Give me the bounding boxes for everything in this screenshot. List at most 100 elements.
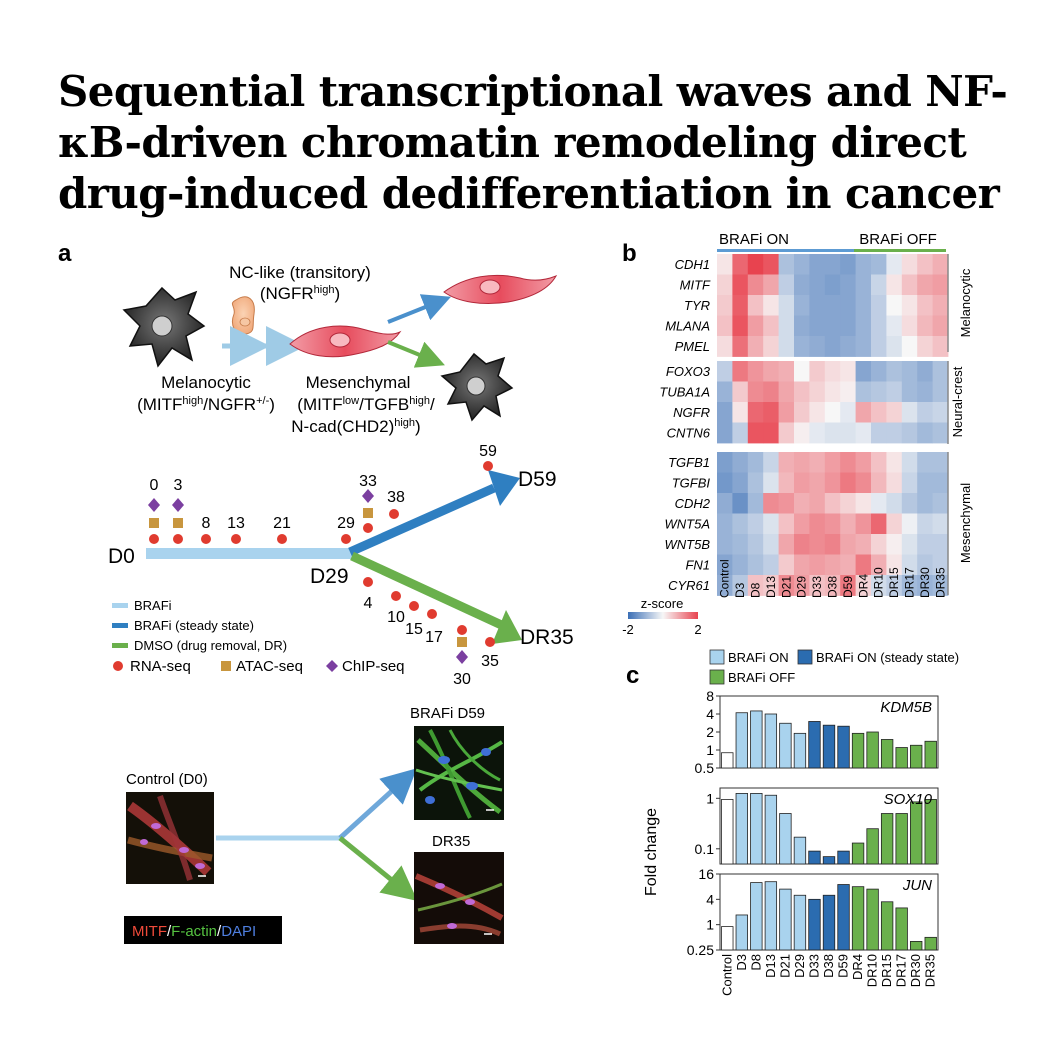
timeline-end-on-label: D59 [518, 468, 557, 491]
heatmap-cell [824, 513, 841, 535]
colorbar [628, 612, 698, 619]
heatmap-cell [886, 513, 903, 535]
day-label: 30 [453, 671, 471, 688]
legend-off: BRAFi OFF [728, 670, 795, 685]
day-label: 38 [387, 489, 405, 506]
heatmap-cell [747, 315, 764, 337]
heatmap-column-label: DR17 [903, 567, 917, 598]
day-label: 17 [425, 629, 443, 646]
heatmap-column-label: D21 [779, 576, 793, 598]
heatmap-cell [763, 254, 779, 275]
day-label: 21 [273, 515, 291, 532]
bar [910, 941, 923, 951]
heatmap-column-labels: Control D3 D8 D13 D21 D29 D33 D38 D59 DR4 DR10 DR15… [718, 559, 948, 598]
day-label: 3 [174, 477, 183, 494]
heatmap-cell [871, 295, 887, 316]
heatmap-cell [824, 493, 841, 514]
heatmap-cell [917, 274, 933, 296]
bar-x-label: DR30 [908, 954, 923, 987]
heatmap-cell [778, 381, 795, 403]
heatmap-cell [932, 513, 949, 535]
dmso-branch [350, 551, 510, 633]
bar-x-label: D3 [734, 954, 749, 971]
heatmap-cell [840, 575, 856, 596]
heatmap-cell [901, 452, 918, 473]
rna-seq-markers [149, 461, 495, 647]
y-tick-label: 16 [698, 866, 714, 882]
heatmap-cell [932, 452, 949, 473]
y-tick-label: 4 [706, 891, 714, 907]
heatmap-cell [809, 554, 826, 576]
chip-seq-markers [148, 489, 468, 664]
heatmap-cell [824, 274, 841, 296]
brafi-timeline-bar [146, 548, 352, 559]
bar [764, 794, 778, 865]
heatmap-cell [901, 274, 918, 296]
heatmap-cell [917, 452, 933, 473]
heatmap-column-label: D33 [810, 576, 824, 598]
legend-brafi-steady-swatch [112, 623, 128, 628]
heatmap-header-off: BRAFi OFF [859, 231, 937, 248]
heatmap-cell [886, 575, 903, 596]
heatmap-cell [732, 295, 749, 316]
heatmap-cell [932, 422, 949, 444]
legend-steady-swatch [797, 649, 813, 665]
heatmap-cell [778, 513, 795, 535]
heatmap-cell [763, 472, 779, 494]
heatmap-cell [732, 575, 749, 596]
timeline-end-off-label: DR35 [520, 626, 574, 649]
legend-dmso: DMSO (drug removal, DR) [134, 638, 287, 653]
heatmap-cell [717, 315, 733, 337]
nc-like-cell-icon [231, 296, 255, 335]
brafi-steady-arrowhead [488, 470, 520, 506]
bar-x-label: D29 [792, 954, 807, 978]
bar [837, 725, 850, 769]
heatmap-cell [809, 295, 826, 316]
heatmap-cell [763, 295, 779, 316]
bar [851, 732, 865, 769]
heatmap-figure: BRAFi ON BRAFi OFF CDH1 MITF TYR MLANA PMEL F… [622, 231, 973, 637]
bar-x-label: DR35 [923, 954, 938, 987]
heatmap-cell [855, 315, 872, 337]
heatmap-row-label: TGFBI [672, 475, 711, 490]
heatmap-cell [840, 554, 856, 576]
heatmap-column-label: DR10 [872, 567, 886, 598]
image-off-arrow [338, 836, 418, 902]
panel-a-label: a [58, 240, 72, 267]
heatmap-cell [763, 575, 779, 596]
heatmap-cell [901, 575, 918, 596]
control-micrograph [126, 792, 214, 884]
heatmap-cell [824, 315, 841, 337]
heatmap-cell [763, 452, 779, 473]
legend-on-swatch [709, 649, 725, 665]
legend-atac: ATAC-seq [236, 658, 303, 675]
heatmap-cell [824, 422, 841, 444]
heatmap-cell [855, 493, 872, 514]
bar [837, 850, 850, 865]
heatmap-cell [871, 554, 887, 576]
heatmap-cell [840, 493, 856, 514]
panel-b-label: b [622, 240, 637, 267]
heatmap-cell [886, 361, 903, 382]
heatmap-cell [917, 336, 933, 357]
heatmap-cell [871, 422, 887, 444]
nc-like-marker: (NGFRhigh) [260, 284, 340, 303]
heatmap-cell [917, 295, 933, 316]
heatmap-cell [901, 472, 918, 494]
dmso-arrowhead [492, 610, 522, 644]
heatmap-cell [732, 254, 749, 275]
heatmap-cell [794, 493, 810, 514]
legend-brafi-swatch [112, 603, 128, 608]
heatmap-cell [794, 452, 810, 473]
heatmap-row-label: CYR61 [668, 578, 710, 593]
heatmap-cell [917, 575, 933, 596]
heatmap-cell [871, 452, 887, 473]
legend-steady: BRAFi ON (steady state) [816, 650, 959, 665]
heatmap-cell [717, 254, 733, 275]
heatmap-cell [932, 254, 949, 275]
heatmap-column-label: D8 [749, 582, 763, 598]
heatmap-cell [871, 575, 887, 596]
bar-x-labels: Control D3 D8 D13 D21 D29 D33 D38 D59 DR4 DR10 DR15… [719, 954, 937, 996]
heatmap-cell [932, 336, 949, 357]
heatmap-cell [794, 381, 810, 403]
